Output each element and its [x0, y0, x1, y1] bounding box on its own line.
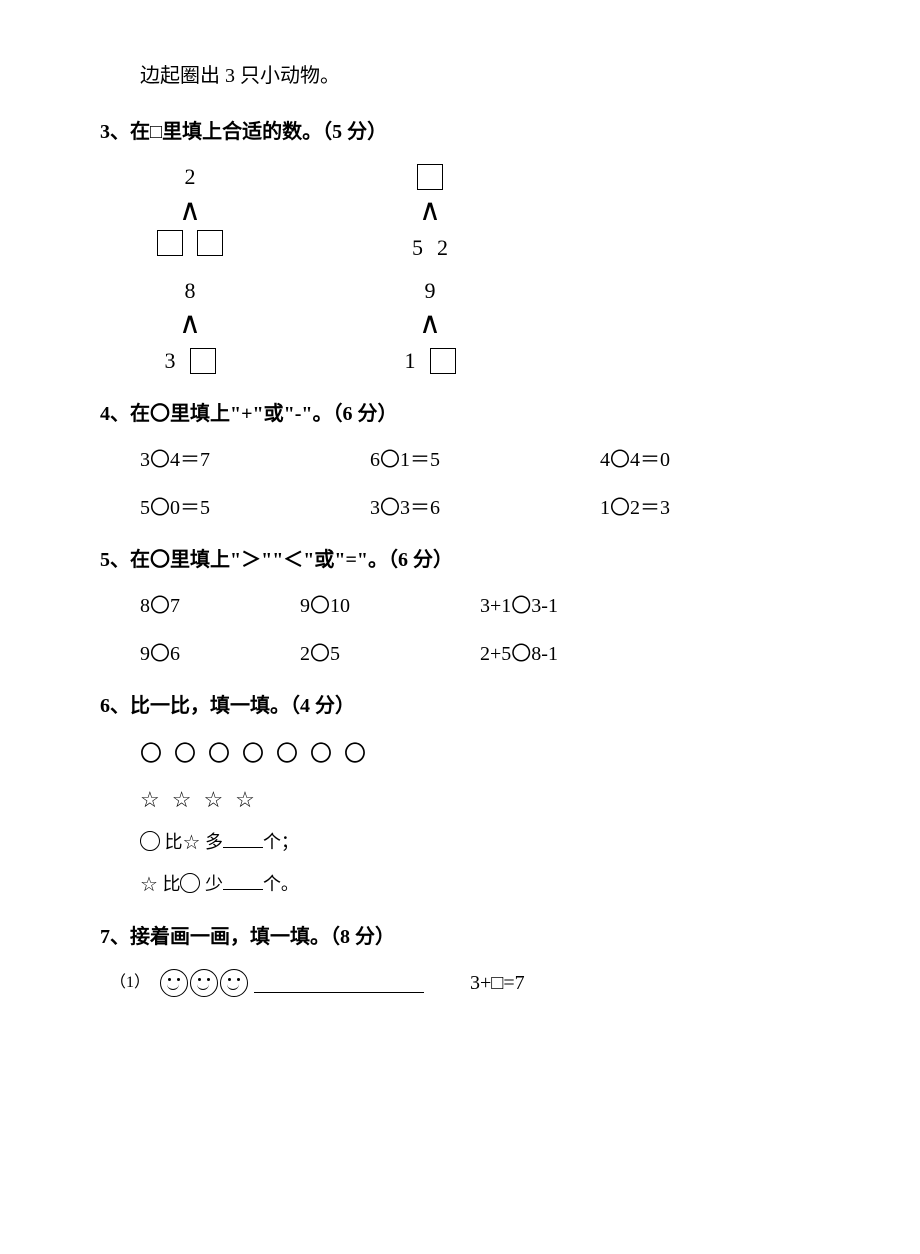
trailing-note: 边起圈出 3 只小动物。 [140, 60, 840, 92]
text: 多 [200, 832, 223, 852]
q4-row: 5〇0＝5 3〇3＝6 1〇2＝3 [140, 492, 840, 524]
number-bond: 8 ∧ 3 [130, 275, 250, 378]
q7-sub-label: （1） [110, 970, 150, 996]
q4-title: 在〇里填上"+"或"-"。（6 分） [130, 403, 397, 425]
bond-bottom: 3 [165, 343, 216, 378]
q5-row: 9〇6 2〇5 2+5〇8-1 [140, 638, 840, 670]
wedge-icon: ∧ [179, 309, 201, 339]
drawing-blank[interactable] [254, 972, 424, 993]
smiley-icon [160, 969, 188, 997]
q5-cell: 9〇6 [140, 638, 300, 670]
number-bond: 9 ∧ 1 [370, 275, 490, 378]
smiley-icon [220, 969, 248, 997]
q7-sub-row: （1） 3+□=7 [110, 967, 840, 999]
q4-cell: 1〇2＝3 [600, 492, 800, 524]
bond-top [417, 162, 443, 192]
q5-number: 5、 [100, 549, 130, 571]
q3-title: 在□里填上合适的数。（5 分） [130, 121, 387, 143]
q6-stars-row: ☆☆☆☆ [140, 782, 840, 817]
q4-number: 4、 [100, 403, 130, 425]
q6-number: 6、 [100, 695, 130, 717]
star-icon: ☆ [183, 832, 201, 854]
wedge-icon: ∧ [419, 196, 441, 226]
q4-row: 3〇4＝7 6〇1＝5 4〇4＝0 [140, 444, 840, 476]
q3-bonds-row-1: 2 ∧ ∧ 5 2 [130, 162, 840, 265]
smiley-icon [190, 969, 218, 997]
q3-number: 3、 [100, 121, 130, 143]
answer-box[interactable] [157, 230, 183, 256]
q5-cell: 9〇10 [300, 590, 480, 622]
q5-title: 在〇里填上"＞""＜"或"="。（6 分） [130, 549, 453, 571]
q6-title: 比一比，填一填。（4 分） [130, 695, 355, 717]
bond-left: 3 [165, 343, 176, 378]
bond-top: 2 [185, 162, 196, 192]
answer-blank[interactable] [223, 871, 263, 890]
text: 比 [158, 874, 181, 894]
bond-right: 2 [437, 230, 448, 265]
q6-compare-line-2: ☆ 比 少 个。 [140, 869, 840, 901]
bond-bottom: 1 [405, 343, 456, 378]
bond-top: 8 [185, 275, 196, 305]
q5-grid: 8〇7 9〇10 3+1〇3-1 9〇6 2〇5 2+5〇8-1 [140, 590, 840, 670]
answer-box[interactable] [430, 348, 456, 374]
q4-cell: 3〇3＝6 [370, 492, 600, 524]
q5-cell: 8〇7 [140, 590, 300, 622]
q4-grid: 3〇4＝7 6〇1＝5 4〇4＝0 5〇0＝5 3〇3＝6 1〇2＝3 [140, 444, 840, 524]
q5-cell: 3+1〇3-1 [480, 590, 680, 622]
q3-bonds-row-2: 8 ∧ 3 9 ∧ 1 [130, 275, 840, 378]
q7-equation: 3+□=7 [470, 967, 525, 999]
answer-box[interactable] [197, 230, 223, 256]
text: 少 [200, 874, 223, 894]
q4-cell: 3〇4＝7 [140, 444, 370, 476]
star-icon: ☆ [140, 874, 158, 896]
answer-blank[interactable] [223, 829, 263, 848]
circle-icon [140, 831, 160, 851]
q6-circles-row: 〇〇〇〇〇〇〇 [140, 736, 840, 771]
answer-box[interactable] [190, 348, 216, 374]
q3-heading: 3、在□里填上合适的数。（5 分） [100, 116, 840, 148]
bond-top: 9 [425, 275, 436, 305]
q4-cell: 5〇0＝5 [140, 492, 370, 524]
text: 个； [263, 832, 299, 852]
q6-compare-line-1: 比☆ 多 个； [140, 827, 840, 859]
answer-box[interactable] [417, 164, 443, 190]
q5-heading: 5、在〇里填上"＞""＜"或"="。（6 分） [100, 544, 840, 576]
circle-icon [180, 873, 200, 893]
text: 比 [160, 832, 183, 852]
q5-cell: 2+5〇8-1 [480, 638, 680, 670]
number-bond: 2 ∧ [130, 162, 250, 265]
bond-bottom: 5 2 [412, 230, 448, 265]
q7-title: 接着画一画，填一填。（8 分） [130, 926, 395, 948]
bond-left: 1 [405, 343, 416, 378]
q4-cell: 4〇4＝0 [600, 444, 800, 476]
q6-heading: 6、比一比，填一填。（4 分） [100, 690, 840, 722]
bond-left: 5 [412, 230, 423, 265]
q7-number: 7、 [100, 926, 130, 948]
q7-heading: 7、接着画一画，填一填。（8 分） [100, 921, 840, 953]
bond-bottom [157, 230, 223, 256]
q7-smileys-container [160, 969, 248, 997]
text: 个。 [263, 874, 299, 894]
q4-cell: 6〇1＝5 [370, 444, 600, 476]
wedge-icon: ∧ [419, 309, 441, 339]
number-bond: ∧ 5 2 [370, 162, 490, 265]
q5-row: 8〇7 9〇10 3+1〇3-1 [140, 590, 840, 622]
wedge-icon: ∧ [179, 196, 201, 226]
q5-cell: 2〇5 [300, 638, 480, 670]
q4-heading: 4、在〇里填上"+"或"-"。（6 分） [100, 398, 840, 430]
